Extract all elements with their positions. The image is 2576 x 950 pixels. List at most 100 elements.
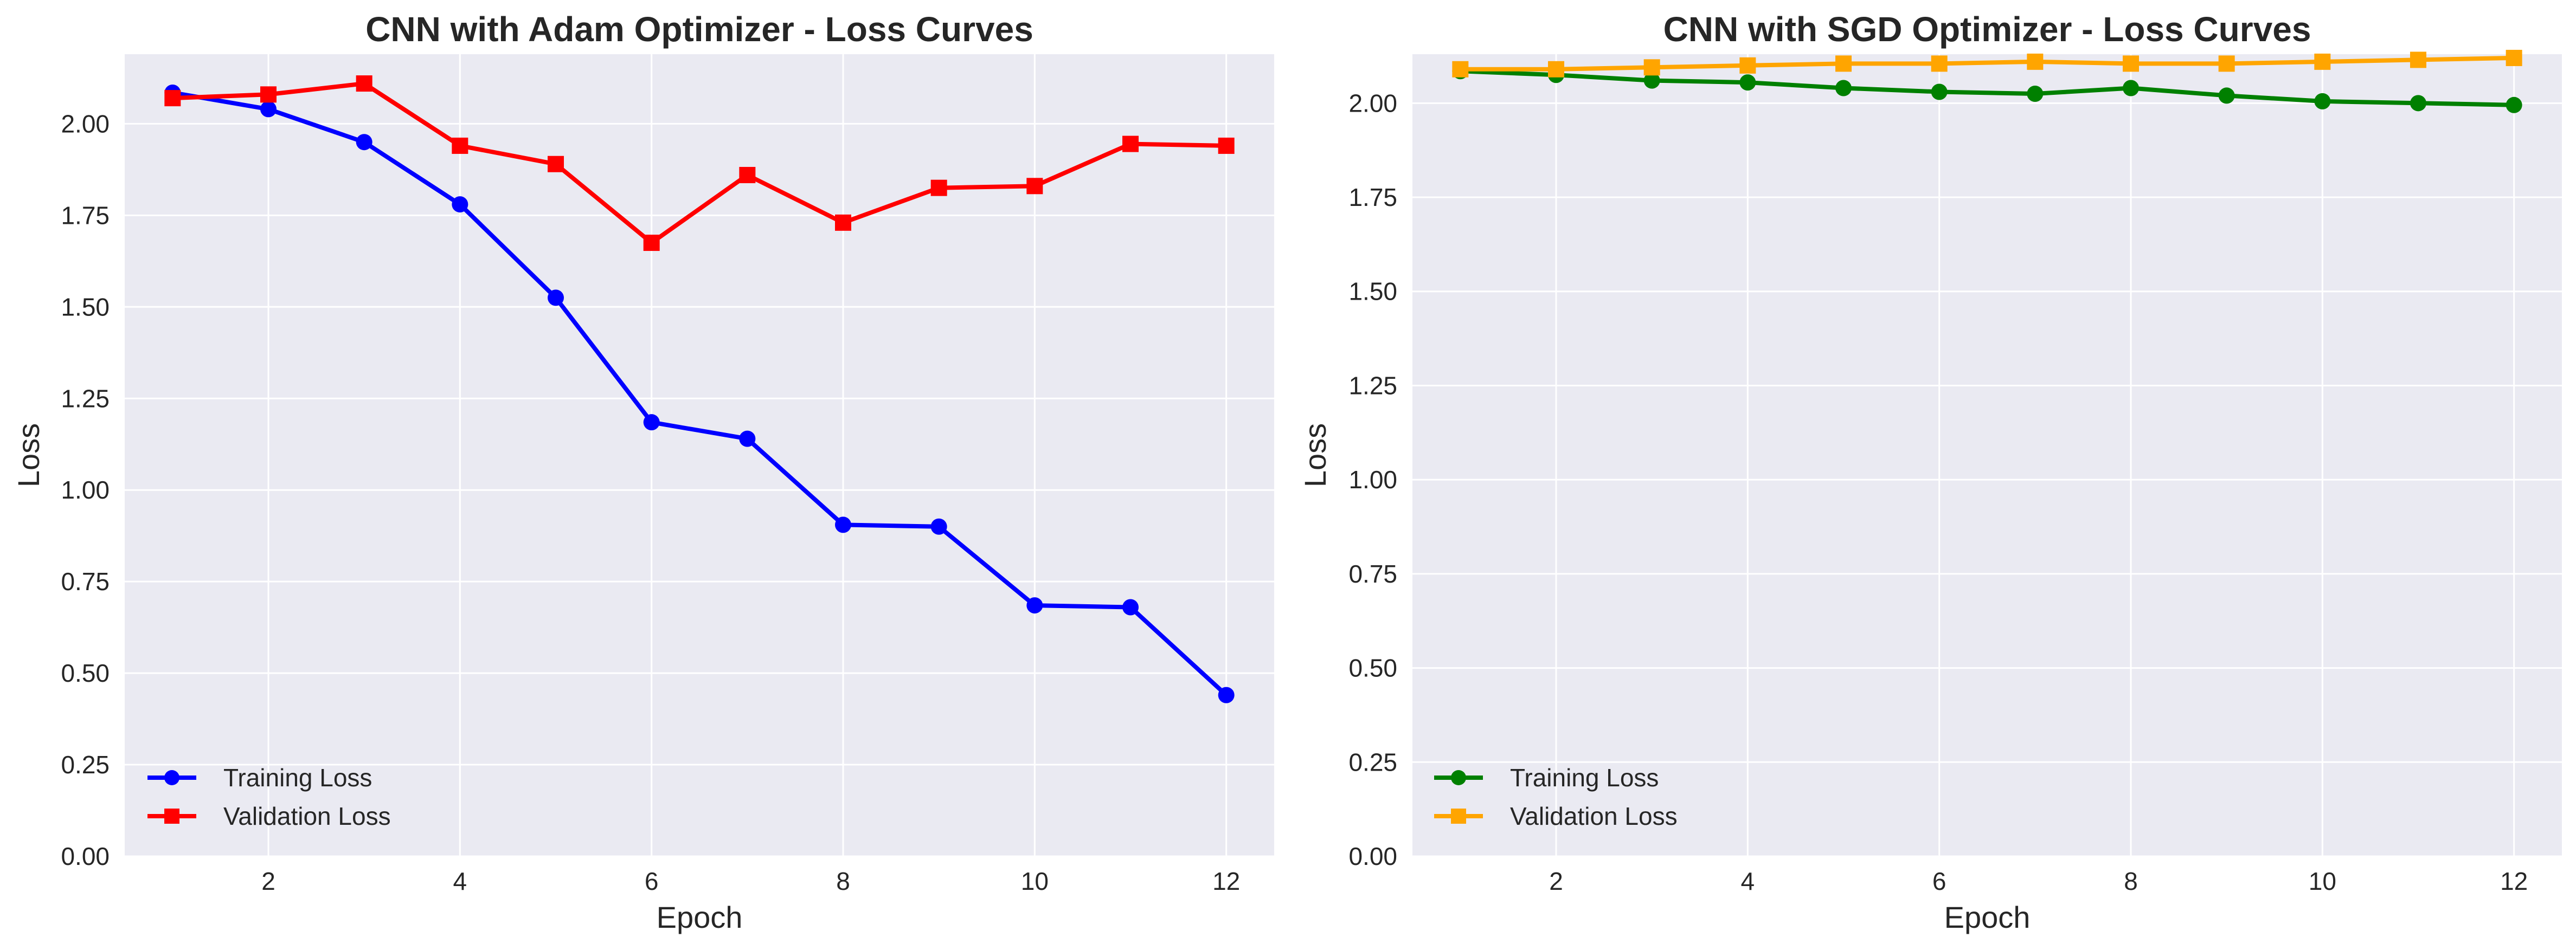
x-tick-label: 2 [1549,867,1563,895]
series-markers [164,75,1235,703]
data-point-training-loss [1739,74,1756,91]
legend: Training Loss Validation Loss [1434,764,1678,830]
data-point-training-loss [260,101,277,118]
series-line-training-loss [1458,69,2516,107]
y-tick-label: 0.00 [1348,842,1397,870]
data-point-training-loss [2027,85,2044,102]
data-point-validation-loss [452,137,468,154]
y-tick-label: 1.50 [1348,277,1397,306]
legend-marker-training [1451,770,1466,785]
data-point-training-loss [2314,93,2331,109]
series-lines [170,81,1229,697]
y-tick-label: 1.75 [61,201,110,229]
data-point-training-loss [548,289,564,306]
series-line-training-loss [170,91,1229,697]
data-point-training-loss [643,414,660,431]
data-point-training-loss [1835,80,1852,96]
data-point-training-loss [1643,72,1660,89]
sgd-loss-chart: 2 4 6 8 10 12 0.00 0.25 0.50 0.75 1.00 1.25 1.50 1.7… [1298,10,2562,934]
data-point-validation-loss [835,214,851,231]
data-point-validation-loss [1739,57,1756,74]
plot-background [125,54,1274,856]
data-point-validation-loss [356,75,372,92]
legend-label-training: Training Loss [1510,764,1659,792]
y-tick-label: 0.25 [61,751,110,779]
data-point-validation-loss [260,86,277,103]
data-point-training-loss [2410,95,2426,112]
chart-title: CNN with SGD Optimizer - Loss Curves [1663,10,2311,49]
data-point-validation-loss [1218,137,1235,154]
legend-marker-validation [164,809,179,824]
x-tick-labels: 2 4 6 8 10 12 [1549,867,2528,895]
grid-lines [125,54,1274,857]
y-tick-label: 2.00 [61,109,110,138]
x-tick-label: 2 [261,867,275,895]
legend-item-training: Training Loss [147,764,372,792]
series-markers [1452,49,2522,113]
series-line-validation-loss [1458,55,2516,72]
y-tick-label: 1.00 [1348,466,1397,494]
y-tick-label: 0.75 [61,567,110,596]
grid-lines [1412,54,2562,857]
legend-label-validation: Validation Loss [1510,802,1678,830]
adam-loss-chart: 2 4 6 8 10 12 0.00 0.25 0.50 0.75 1.00 1.25 1.50 1.7… [11,10,1274,934]
x-tick-label: 10 [2309,867,2336,895]
legend-marker-validation [1451,809,1466,824]
y-tick-label: 0.50 [1348,654,1397,682]
data-point-training-loss [1218,687,1235,703]
series-line-validation-loss [170,81,1229,245]
x-axis-label: Epoch [1944,900,2031,934]
data-point-training-loss [739,430,756,447]
data-point-validation-loss [2123,55,2139,72]
data-point-validation-loss [930,179,947,196]
y-axis-label: Loss [1298,423,1332,487]
y-tick-label: 1.75 [1348,183,1397,211]
data-point-validation-loss [1643,59,1660,76]
x-tick-label: 10 [1021,867,1049,895]
x-tick-labels: 2 4 6 8 10 12 [261,867,1240,895]
data-point-training-loss [930,518,947,535]
y-tick-label: 1.25 [1348,371,1397,399]
data-point-validation-loss [1122,135,1139,152]
x-tick-label: 4 [1741,867,1755,895]
y-tick-label: 0.75 [1348,560,1397,588]
data-point-training-loss [2123,80,2139,96]
x-tick-label: 6 [645,867,659,895]
data-point-validation-loss [2218,55,2235,72]
y-axis-label: Loss [11,423,46,487]
data-point-validation-loss [1548,61,1564,77]
y-tick-label: 0.25 [1348,748,1397,776]
y-tick-label: 2.00 [1348,89,1397,117]
y-tick-label: 0.00 [61,842,110,870]
data-point-validation-loss [1452,61,1469,77]
legend-label-validation: Validation Loss [223,802,391,830]
data-point-training-loss [1931,83,1948,100]
data-point-validation-loss [1931,55,1948,72]
data-point-training-loss [1026,597,1043,614]
data-point-training-loss [452,196,468,213]
legend: Training Loss Validation Loss [147,764,391,830]
y-tick-label: 1.00 [61,476,110,504]
x-tick-label: 4 [453,867,467,895]
data-point-validation-loss [643,235,660,251]
plot-background [1412,54,2562,856]
data-point-training-loss [356,134,372,151]
legend-item-validation: Validation Loss [147,802,391,830]
legend-marker-training [164,770,179,785]
data-point-validation-loss [1835,55,1852,72]
x-tick-label: 12 [1212,867,1240,895]
data-point-validation-loss [2506,49,2522,66]
data-point-validation-loss [2027,53,2044,70]
y-tick-label: 0.50 [61,659,110,687]
data-point-training-loss [835,516,851,533]
data-point-validation-loss [2314,53,2331,70]
data-point-training-loss [2506,96,2522,113]
legend-label-training: Training Loss [223,764,372,792]
x-tick-label: 6 [1932,867,1947,895]
x-tick-label: 8 [836,867,850,895]
series-lines [1458,55,2516,107]
x-tick-label: 12 [2500,867,2528,895]
y-tick-label: 1.50 [61,293,110,321]
y-tick-label: 1.25 [61,384,110,412]
